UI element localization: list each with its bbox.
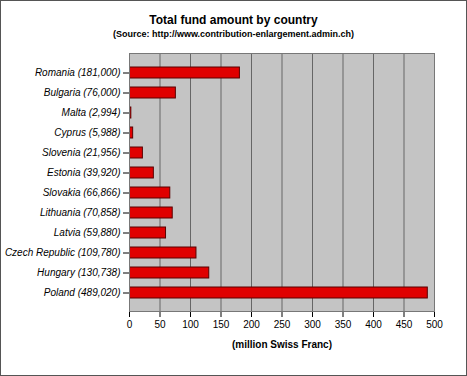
svg-text:Slovakia (66,866): Slovakia (66,866) <box>43 187 121 198</box>
svg-text:Slovenia (21,956): Slovenia (21,956) <box>42 147 120 158</box>
svg-text:200: 200 <box>243 319 260 330</box>
svg-text:Lithuania (70,858): Lithuania (70,858) <box>40 207 121 218</box>
svg-text:500: 500 <box>426 319 443 330</box>
svg-text:Cyprus (5,988): Cyprus (5,988) <box>54 127 120 138</box>
svg-text:300: 300 <box>304 319 321 330</box>
svg-text:Estonia (39,920): Estonia (39,920) <box>47 167 120 178</box>
svg-text:Poland (489,020): Poland (489,020) <box>44 287 121 298</box>
svg-text:Hungary (130,738): Hungary (130,738) <box>37 267 120 278</box>
svg-text:150: 150 <box>213 319 230 330</box>
svg-text:Romania (181,000): Romania (181,000) <box>35 67 121 78</box>
svg-text:Malta (2,994): Malta (2,994) <box>62 107 121 118</box>
svg-text:(million Swiss Franc): (million Swiss Franc) <box>232 339 332 350</box>
svg-text:Czech Republic (109,780): Czech Republic (109,780) <box>5 247 121 258</box>
svg-text:Bulgaria (76,000): Bulgaria (76,000) <box>44 87 121 98</box>
html-text:Total fund amount by country: Total fund amount by country <box>149 13 318 27</box>
svg-text:50: 50 <box>154 319 166 330</box>
svg-text:0: 0 <box>127 319 133 330</box>
svg-text:350: 350 <box>335 319 352 330</box>
html-text:(Source: http://www.contributi: (Source: http://www.contribution-enlarge… <box>112 29 355 39</box>
svg-text:450: 450 <box>396 319 413 330</box>
svg-text:Latvia (59,880): Latvia (59,880) <box>54 227 121 238</box>
svg-text:100: 100 <box>182 319 199 330</box>
svg-text:250: 250 <box>274 319 291 330</box>
svg-text:400: 400 <box>365 319 382 330</box>
